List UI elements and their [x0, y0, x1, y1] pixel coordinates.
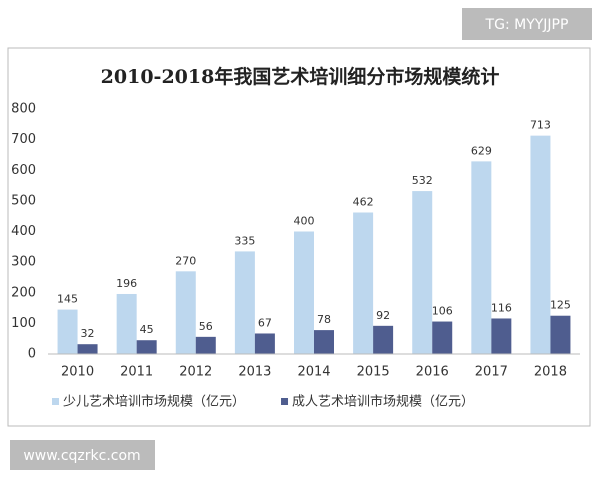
x-tick-label: 2011 [120, 365, 153, 380]
value-label: 92 [376, 309, 390, 322]
legend-swatch [281, 398, 289, 405]
value-label: 106 [432, 305, 453, 318]
value-label: 270 [175, 254, 196, 267]
bar [353, 212, 374, 354]
value-label: 116 [491, 301, 512, 314]
value-label: 400 [294, 215, 315, 228]
value-label: 196 [116, 277, 137, 290]
chart-frame [7, 47, 591, 427]
bar [471, 161, 492, 354]
bar [373, 325, 394, 354]
x-tick-label: 2018 [534, 365, 567, 380]
y-tick-label: 800 [11, 102, 36, 117]
watermark: www.cqzrkc.com [23, 448, 140, 464]
value-label: 32 [81, 327, 95, 340]
value-label: 78 [317, 313, 331, 326]
y-tick-label: 0 [28, 347, 36, 362]
value-label: 45 [140, 323, 154, 336]
value-label: 125 [550, 299, 571, 312]
value-label: 56 [199, 320, 213, 333]
bar [77, 344, 98, 354]
x-tick-label: 2016 [416, 365, 449, 380]
y-tick-label: 600 [11, 163, 36, 178]
x-tick-label: 2010 [61, 365, 94, 380]
watermark-box [462, 8, 592, 40]
bar [550, 315, 571, 354]
y-tick-label: 100 [11, 316, 36, 331]
value-label: 145 [57, 293, 78, 306]
value-label: 335 [234, 234, 255, 247]
value-label: 462 [353, 196, 374, 209]
bar [432, 321, 453, 354]
legend-label: 少儿艺术培训市场规模（亿元） [63, 394, 245, 410]
bar [254, 333, 275, 354]
chart-title: 2010-2018年我国艺术培训细分市场规模统计 [101, 65, 500, 88]
watermark-box [10, 440, 155, 470]
value-label: 713 [530, 119, 551, 132]
x-tick-label: 2012 [179, 365, 212, 380]
x-tick-label: 2014 [297, 365, 330, 380]
bar [116, 293, 137, 354]
x-tick-label: 2015 [357, 365, 390, 380]
y-tick-label: 200 [11, 285, 36, 300]
bar [136, 340, 157, 354]
bar [234, 251, 255, 354]
bar [195, 336, 216, 354]
y-tick-label: 400 [11, 224, 36, 239]
watermark: TG: MYYJJPP [485, 17, 569, 33]
value-label: 532 [412, 174, 433, 187]
x-tick-label: 2013 [238, 365, 271, 380]
bar [491, 318, 512, 354]
y-tick-label: 500 [11, 193, 36, 208]
bar [412, 191, 433, 354]
bar [175, 271, 196, 354]
legend-label: 成人艺术培训市场规模（亿元） [292, 394, 474, 410]
bar [530, 135, 551, 354]
bar [314, 330, 334, 354]
bar [294, 231, 314, 354]
value-label: 67 [258, 316, 272, 329]
value-label: 629 [471, 144, 492, 157]
y-tick-label: 300 [11, 255, 36, 270]
legend-swatch [52, 398, 59, 405]
y-tick-label: 700 [11, 132, 36, 147]
bar [57, 309, 78, 354]
x-tick-label: 2017 [475, 365, 508, 380]
